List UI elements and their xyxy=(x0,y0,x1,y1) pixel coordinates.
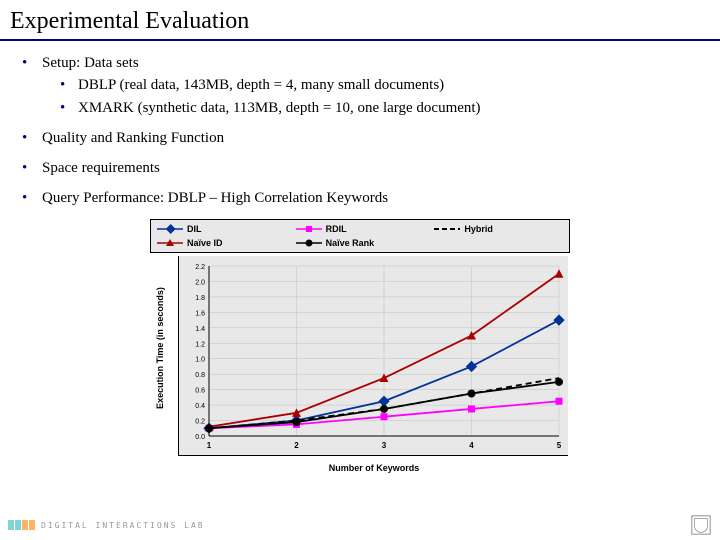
svg-text:0.6: 0.6 xyxy=(195,387,205,394)
legend-item: Naïve ID xyxy=(157,237,286,249)
svg-text:1.4: 1.4 xyxy=(195,326,205,333)
svg-text:4: 4 xyxy=(469,441,474,450)
bullet-setup-sublist: DBLP (real data, 143MB, depth = 4, many … xyxy=(42,75,708,118)
svg-text:1.6: 1.6 xyxy=(195,310,205,317)
chart-ylabel: Execution Time (in seconds) xyxy=(154,273,166,423)
bullet-list: Setup: Data sets DBLP (real data, 143MB,… xyxy=(12,53,708,209)
bullet-space: Space requirements xyxy=(22,158,708,178)
chart-xlabel: Number of Keywords xyxy=(178,462,570,474)
legend-item: DIL xyxy=(157,223,286,235)
chart-container: DIL RDIL Hybrid Naïve ID Naïve Rank Executio… xyxy=(150,219,570,475)
bullet-xmark: XMARK (synthetic data, 113MB, depth = 10… xyxy=(60,98,708,118)
legend-item: Hybrid xyxy=(434,223,563,235)
svg-text:0.4: 0.4 xyxy=(195,403,205,410)
legend-item: Naïve Rank xyxy=(296,237,425,249)
footer: DIGITAL INTERACTIONS LAB xyxy=(0,514,720,536)
svg-text:1.0: 1.0 xyxy=(195,357,205,364)
svg-text:2: 2 xyxy=(294,441,299,450)
svg-text:3: 3 xyxy=(382,441,387,450)
svg-text:0.0: 0.0 xyxy=(195,434,205,441)
svg-text:2.2: 2.2 xyxy=(195,264,205,271)
svg-text:1.8: 1.8 xyxy=(195,295,205,302)
bullet-query: Query Performance: DBLP – High Correlati… xyxy=(22,188,708,208)
bullet-setup-text: Setup: Data sets xyxy=(42,55,139,71)
svg-text:5: 5 xyxy=(557,441,562,450)
svg-text:0.2: 0.2 xyxy=(195,418,205,425)
chart-legend: DIL RDIL Hybrid Naïve ID Naïve Rank xyxy=(150,219,570,253)
svg-text:1.2: 1.2 xyxy=(195,341,205,348)
footer-text: DIGITAL INTERACTIONS LAB xyxy=(41,521,205,530)
crest-icon xyxy=(690,514,712,536)
footer-logo-icon xyxy=(8,520,35,530)
page-title: Experimental Evaluation xyxy=(0,0,720,41)
bullet-dblp: DBLP (real data, 143MB, depth = 4, many … xyxy=(60,75,708,95)
bullet-setup: Setup: Data sets DBLP (real data, 143MB,… xyxy=(22,53,708,118)
svg-text:1: 1 xyxy=(207,441,212,450)
content-area: Setup: Data sets DBLP (real data, 143MB,… xyxy=(0,53,720,474)
legend-item: RDIL xyxy=(296,223,425,235)
bullet-quality: Quality and Ranking Function xyxy=(22,128,708,148)
svg-text:0.8: 0.8 xyxy=(195,372,205,379)
chart-plot-area: Execution Time (in seconds) 0.0 0.2 0.4 0.6… xyxy=(150,253,570,474)
chart-svg: 0.0 0.2 0.4 0.6 0.8 1.0 1.2 1.4 1.6 1.8 2.0 2.2 1 2 3 4… xyxy=(178,256,568,456)
svg-text:2.0: 2.0 xyxy=(195,279,205,286)
